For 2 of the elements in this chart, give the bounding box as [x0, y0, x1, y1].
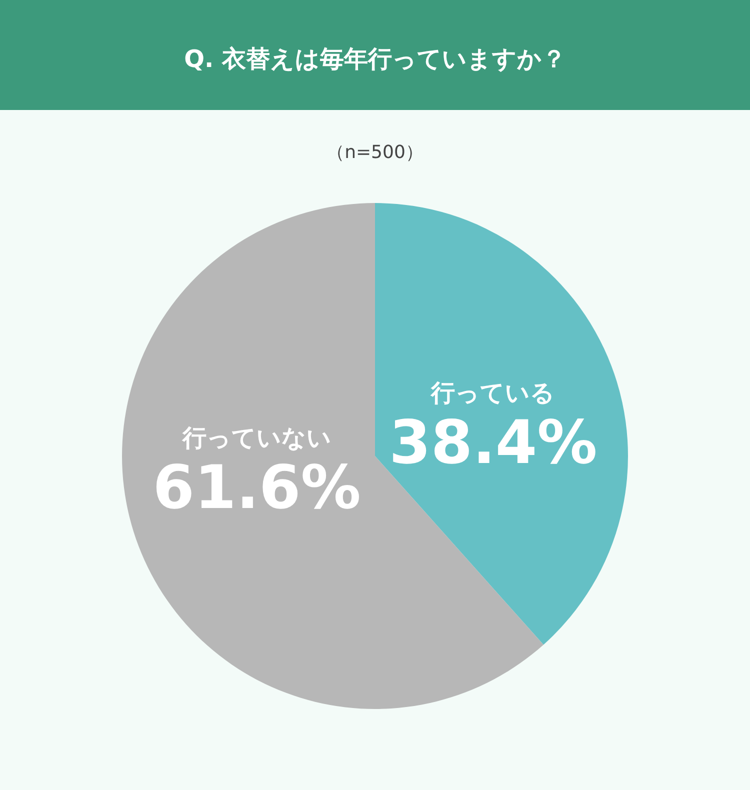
subtitle: （n=500）: [326, 142, 424, 163]
title: Q. 衣替えは毎年行っていますか？: [184, 45, 566, 73]
